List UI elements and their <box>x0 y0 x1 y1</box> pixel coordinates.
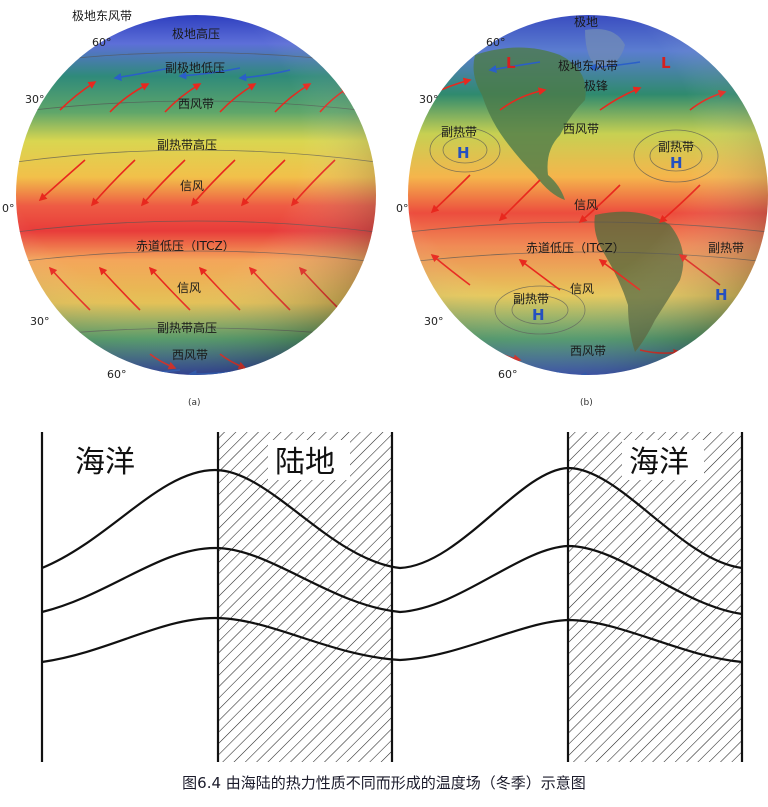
globe-a-lat-60n: 60° <box>92 36 112 49</box>
land-region-hatch <box>218 432 392 762</box>
globe-b-trades-n-label: 信风 <box>574 198 598 212</box>
globe-a-polar-easterlies-label: 极地东风带 <box>72 9 132 23</box>
isotherm-line-2 <box>41 544 743 616</box>
globe-b-polar-easterlies-label: 极地东风带 <box>558 59 618 73</box>
globe-a-shading <box>16 15 376 375</box>
globe-a-subpolar-low-label: 副极地低压 <box>165 61 225 75</box>
globe-b-itcz-label: 赤道低压（ITCZ） <box>526 241 625 255</box>
globe-b-subtropical-se-label: 副热带 <box>708 241 744 255</box>
pressure-low-mark-right: L <box>661 54 671 72</box>
globe-b-shading <box>408 15 768 375</box>
globe-a: 极地东风带 极地高压 副极地低压 西风带 副热带高压 信风 赤道低压（ITCZ）… <box>2 9 376 408</box>
globe-a-panel-label: (a) <box>188 398 201 408</box>
pressure-high-mark-ne: H <box>670 154 683 172</box>
globe-a-lat-60s: 60° <box>107 368 127 381</box>
globe-b-lat-0: 0° <box>396 202 409 215</box>
land-label: 陆地 <box>275 445 335 480</box>
pressure-low-mark-left: L <box>506 54 516 72</box>
globe-a-trades-s-label: 信风 <box>177 281 201 295</box>
globe-a-subtropical-high-n-label: 副热带高压 <box>157 137 217 152</box>
globe-a-lat-30n: 30° <box>25 93 45 106</box>
globe-a-westerlies-n-label: 西风带 <box>178 97 214 111</box>
ocean-left-label: 海洋 <box>75 445 135 480</box>
globe-b-lat-60s: 60° <box>498 368 518 381</box>
globe-b-subtropical-left-label: 副热带 <box>441 125 477 139</box>
globe-b-westerlies-s-label: 西风带 <box>570 344 606 358</box>
globe-a-lat-30s: 30° <box>30 315 50 328</box>
pressure-high-mark-se: H <box>715 286 728 304</box>
globe-b-polar-label: 极地 <box>574 15 598 29</box>
globe-b-subtropical-sw-label: 副热带 <box>513 292 549 306</box>
globe-a-westerlies-s-label: 西风带 <box>172 348 208 362</box>
globe-b-lat-60n: 60° <box>486 36 506 49</box>
globe-a-lat-0: 0° <box>2 202 15 215</box>
globe-b: 极地 极地东风带 极锋 副热带 西风带 副热带 信风 赤道低压（ITCZ） 副热… <box>396 15 768 408</box>
ocean-right-hatch <box>568 432 742 762</box>
land-sea-diagram: 海洋 陆地 海洋 <box>40 432 744 762</box>
globe-b-subtropical-right-label: 副热带 <box>658 140 694 154</box>
ocean-right-label-bg <box>622 440 704 480</box>
figure-caption: 图6.4 由海陆的热力性质不同而形成的温度场（冬季）示意图 <box>182 774 586 792</box>
ocean-left-label-bg <box>68 440 150 480</box>
ocean-right-label: 海洋 <box>629 445 689 480</box>
pressure-high-mark-sw: H <box>532 306 545 324</box>
globe-b-lat-30n: 30° <box>419 93 439 106</box>
globe-b-panel-label: (b) <box>580 398 593 408</box>
globe-a-itcz-label: 赤道低压（ITCZ） <box>136 239 235 253</box>
globe-a-subtropical-high-s-label: 副热带高压 <box>157 320 217 335</box>
isotherm-line-1 <box>41 466 743 570</box>
isotherm-group <box>41 466 743 664</box>
globe-a-polar-high-label: 极地高压 <box>172 26 220 41</box>
isotherm-line-3 <box>41 616 743 664</box>
globe-b-polar-front-label: 极锋 <box>584 79 608 93</box>
globe-a-trades-n-label: 信风 <box>180 179 204 193</box>
globe-b-trades-s-label: 信风 <box>570 282 594 296</box>
land-label-bg <box>268 440 350 480</box>
globe-b-lat-30s: 30° <box>424 315 444 328</box>
pressure-high-mark-nw: H <box>457 144 470 162</box>
globe-b-westerlies-n-label: 西风带 <box>563 122 599 136</box>
